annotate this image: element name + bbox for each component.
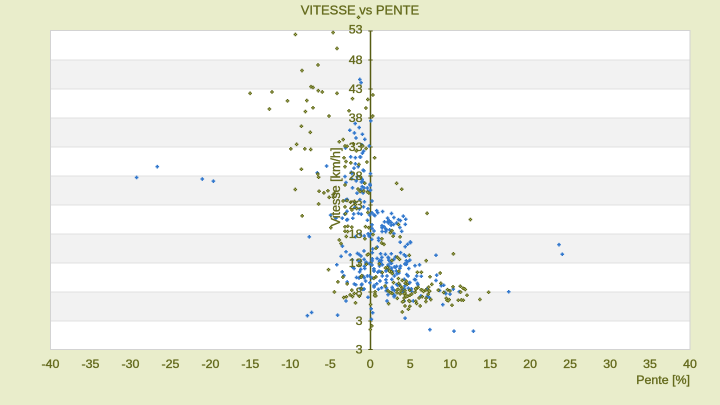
svg-text:25: 25 — [563, 357, 577, 371]
svg-text:-15: -15 — [241, 357, 259, 371]
svg-text:-10: -10 — [281, 357, 299, 371]
svg-text:48: 48 — [349, 53, 363, 67]
svg-text:38: 38 — [349, 111, 363, 125]
svg-text:20: 20 — [523, 357, 537, 371]
svg-text:43: 43 — [349, 82, 363, 96]
svg-text:Pente [%]: Pente [%] — [636, 373, 690, 387]
svg-text:3: 3 — [356, 343, 363, 357]
svg-text:-40: -40 — [42, 357, 60, 371]
svg-text:-35: -35 — [82, 357, 100, 371]
svg-text:23: 23 — [349, 198, 363, 212]
svg-text:33: 33 — [349, 140, 363, 154]
svg-text:30: 30 — [603, 357, 617, 371]
svg-text:-5: -5 — [325, 357, 336, 371]
svg-text:VITESSE vs PENTE: VITESSE vs PENTE — [301, 3, 420, 18]
svg-text:10: 10 — [443, 357, 457, 371]
svg-text:28: 28 — [349, 169, 363, 183]
svg-text:-20: -20 — [201, 357, 219, 371]
svg-text:18: 18 — [349, 227, 363, 241]
svg-text:0: 0 — [367, 357, 374, 371]
svg-text:15: 15 — [483, 357, 497, 371]
svg-text:3: 3 — [356, 314, 363, 328]
svg-text:13: 13 — [349, 256, 363, 270]
svg-text:40: 40 — [683, 357, 697, 371]
svg-text:8: 8 — [356, 285, 363, 299]
svg-text:5: 5 — [407, 357, 414, 371]
svg-text:-30: -30 — [121, 357, 139, 371]
svg-text:35: 35 — [643, 357, 657, 371]
svg-text:53: 53 — [349, 23, 363, 37]
svg-text:Vitesse [km/h]: Vitesse [km/h] — [329, 148, 343, 227]
svg-text:-25: -25 — [161, 357, 179, 371]
